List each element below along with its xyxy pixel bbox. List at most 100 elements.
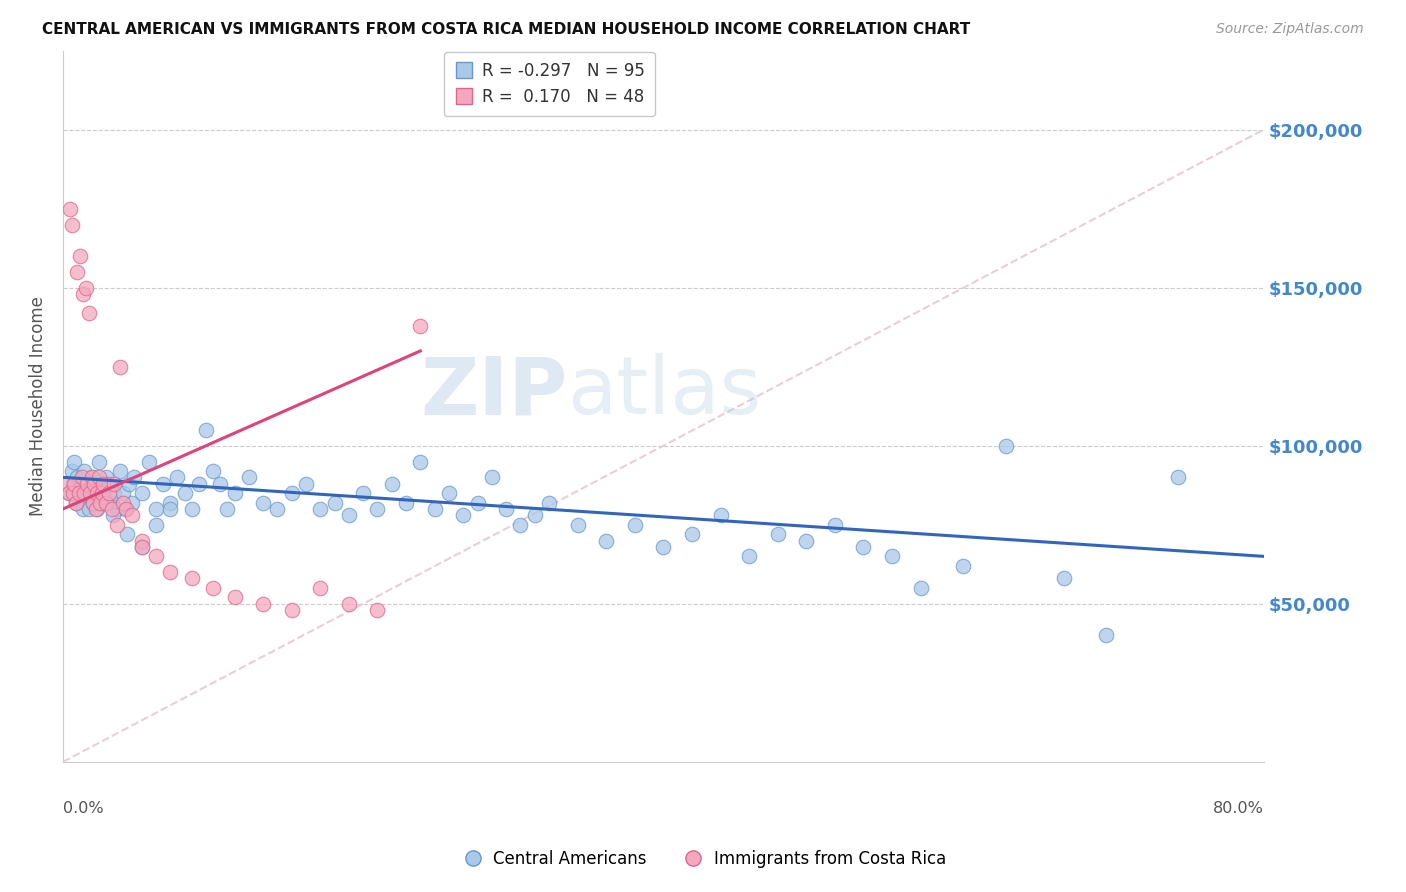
- Point: [623, 517, 645, 532]
- Point: [995, 439, 1018, 453]
- Point: [100, 502, 122, 516]
- Point: [121, 495, 143, 509]
- Point: [131, 486, 153, 500]
- Point: [79, 486, 101, 500]
- Point: [738, 549, 761, 564]
- Point: [681, 527, 703, 541]
- Text: Source: ZipAtlas.com: Source: ZipAtlas.com: [1216, 22, 1364, 37]
- Point: [202, 581, 225, 595]
- Point: [75, 486, 97, 500]
- Point: [381, 476, 404, 491]
- Point: [481, 470, 503, 484]
- Point: [63, 454, 86, 468]
- Point: [952, 558, 974, 573]
- Point: [65, 495, 87, 509]
- Point: [117, 527, 139, 541]
- Text: ZIP: ZIP: [420, 353, 567, 431]
- Point: [159, 565, 181, 579]
- Point: [72, 502, 94, 516]
- Point: [112, 486, 135, 500]
- Point: [65, 495, 87, 509]
- Point: [56, 476, 79, 491]
- Point: [66, 470, 89, 484]
- Point: [595, 533, 617, 548]
- Point: [72, 287, 94, 301]
- Point: [366, 603, 388, 617]
- Point: [252, 597, 274, 611]
- Point: [76, 476, 98, 491]
- Point: [523, 508, 546, 523]
- Point: [852, 540, 875, 554]
- Point: [409, 318, 432, 333]
- Point: [100, 495, 122, 509]
- Point: [509, 517, 531, 532]
- Point: [437, 486, 460, 500]
- Point: [105, 502, 128, 516]
- Point: [1167, 470, 1189, 484]
- Point: [86, 486, 108, 500]
- Point: [145, 549, 167, 564]
- Point: [84, 502, 107, 516]
- Point: [309, 502, 332, 516]
- Point: [794, 533, 817, 548]
- Text: 80.0%: 80.0%: [1213, 801, 1264, 816]
- Point: [766, 527, 789, 541]
- Point: [280, 486, 302, 500]
- Point: [83, 486, 105, 500]
- Point: [89, 495, 111, 509]
- Point: [112, 495, 135, 509]
- Point: [423, 502, 446, 516]
- Point: [105, 517, 128, 532]
- Point: [77, 502, 100, 516]
- Point: [309, 581, 332, 595]
- Point: [180, 572, 202, 586]
- Point: [366, 502, 388, 516]
- Point: [217, 502, 239, 516]
- Point: [910, 581, 932, 595]
- Text: CENTRAL AMERICAN VS IMMIGRANTS FROM COSTA RICA MEDIAN HOUSEHOLD INCOME CORRELATI: CENTRAL AMERICAN VS IMMIGRANTS FROM COST…: [42, 22, 970, 37]
- Point: [94, 470, 117, 484]
- Point: [880, 549, 903, 564]
- Y-axis label: Median Household Income: Median Household Income: [30, 296, 46, 516]
- Point: [59, 202, 82, 216]
- Point: [86, 502, 108, 516]
- Point: [131, 533, 153, 548]
- Point: [159, 502, 181, 516]
- Point: [90, 486, 112, 500]
- Point: [60, 218, 83, 232]
- Point: [159, 495, 181, 509]
- Point: [62, 486, 84, 500]
- Point: [97, 476, 120, 491]
- Point: [409, 454, 432, 468]
- Point: [80, 470, 103, 484]
- Point: [97, 486, 120, 500]
- Point: [77, 306, 100, 320]
- Point: [73, 486, 96, 500]
- Point: [91, 476, 114, 491]
- Point: [115, 502, 138, 516]
- Point: [103, 476, 125, 491]
- Point: [94, 495, 117, 509]
- Point: [79, 483, 101, 497]
- Point: [187, 476, 209, 491]
- Point: [121, 508, 143, 523]
- Point: [652, 540, 675, 554]
- Point: [180, 502, 202, 516]
- Point: [108, 359, 131, 374]
- Point: [280, 603, 302, 617]
- Point: [295, 476, 318, 491]
- Point: [352, 486, 374, 500]
- Point: [238, 470, 260, 484]
- Point: [709, 508, 731, 523]
- Point: [209, 476, 232, 491]
- Text: 0.0%: 0.0%: [63, 801, 104, 816]
- Point: [80, 470, 103, 484]
- Point: [67, 486, 90, 500]
- Point: [451, 508, 474, 523]
- Point: [495, 502, 517, 516]
- Point: [90, 495, 112, 509]
- Point: [70, 470, 93, 484]
- Point: [131, 540, 153, 554]
- Point: [395, 495, 418, 509]
- Point: [467, 495, 489, 509]
